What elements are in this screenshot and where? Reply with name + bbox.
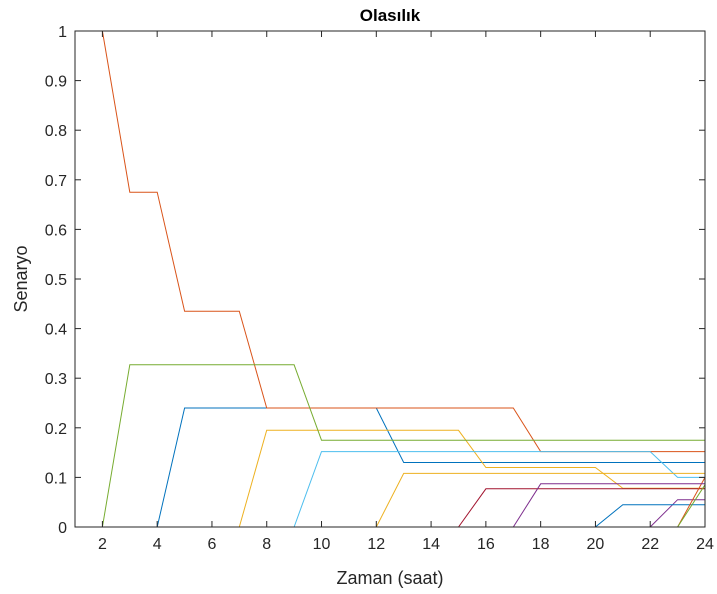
y-tick-label: 0.5 <box>45 272 67 289</box>
ticks-layer: 2 4 6 8 10 12 14 16 18 20 22 2400.10.20.30.40.50.60… <box>45 24 714 553</box>
x-tick-label: 20 <box>587 536 605 553</box>
y-axis-title: Senaryo <box>11 245 31 312</box>
y-tick-label: 0.8 <box>45 123 67 140</box>
series-line-1 <box>75 407 705 528</box>
y-tick-label: 0.2 <box>45 421 67 438</box>
y-tick-label: 0.1 <box>45 470 67 487</box>
series-line-5 <box>75 364 705 528</box>
x-tick-label: 24 <box>696 536 714 553</box>
x-tick-label: 14 <box>422 536 440 553</box>
y-tick-label: 0.7 <box>45 173 67 190</box>
y-tick-label: 0 <box>58 520 67 537</box>
x-tick-label: 12 <box>367 536 385 553</box>
x-tick-label: 22 <box>641 536 659 553</box>
y-tick-label: 1 <box>58 24 67 41</box>
x-tick-label: 8 <box>262 536 271 553</box>
x-tick-label: 16 <box>477 536 495 553</box>
y-tick-label: 0.4 <box>45 322 67 339</box>
y-tick-label: 0.3 <box>45 371 67 388</box>
y-tick-label: 0.6 <box>45 222 67 239</box>
chart-title: Olasılık <box>360 6 421 25</box>
x-tick-label: 10 <box>313 536 331 553</box>
y-tick-label: 0.9 <box>45 74 67 91</box>
x-axis-title: Zaman (saat) <box>336 568 443 588</box>
x-tick-label: 18 <box>532 536 550 553</box>
x-tick-label: 2 <box>98 536 107 553</box>
x-tick-label: 6 <box>208 536 217 553</box>
plot-area <box>75 31 705 527</box>
x-tick-label: 4 <box>153 536 162 553</box>
